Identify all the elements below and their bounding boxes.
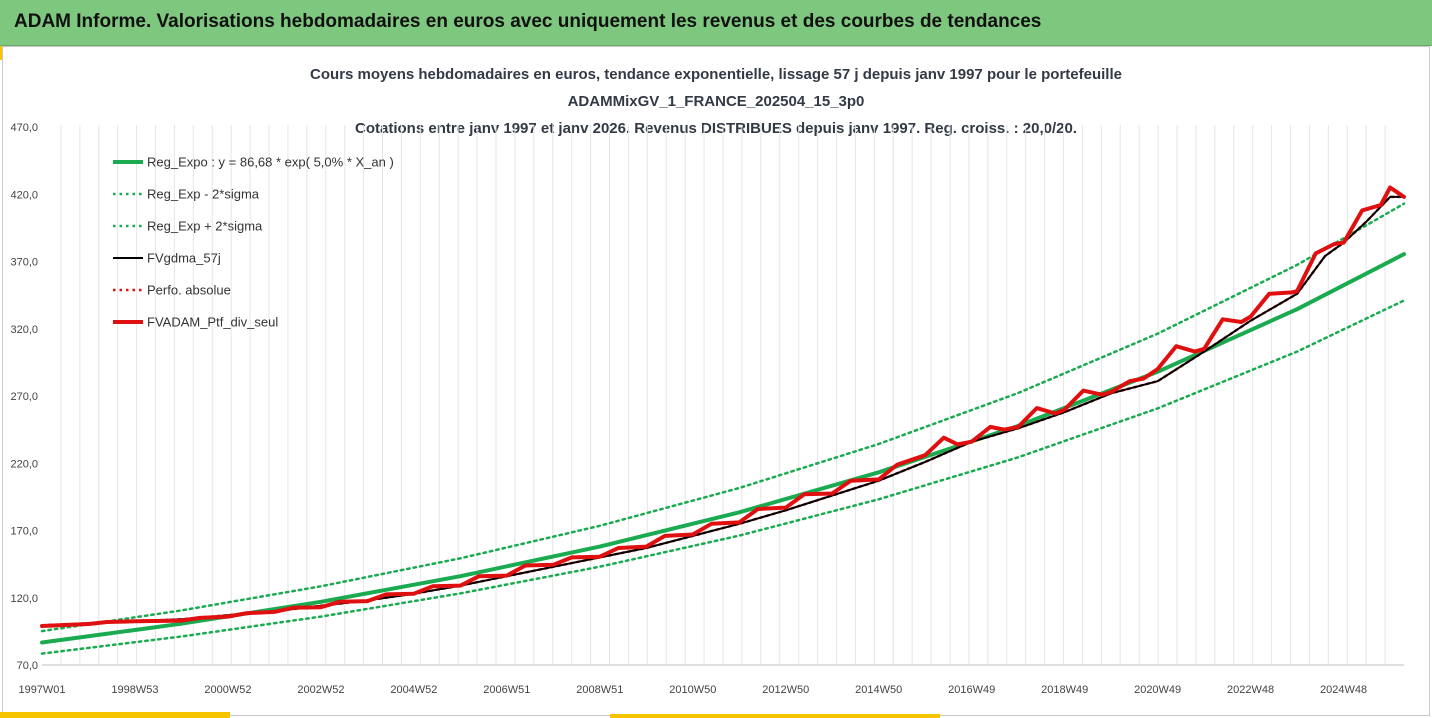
y-tick-label: 170,0 [10, 526, 38, 538]
chart-frame [2, 46, 1430, 716]
series-line-2 [40, 202, 1406, 633]
x-tick-label: 2024W48 [1320, 684, 1367, 696]
x-tick-label: 2016W49 [948, 684, 995, 696]
y-tick-label: 270,0 [10, 391, 38, 403]
chart-title-line-2: ADAMMixGV_1_FRANCE_202504_15_3p0 [567, 93, 865, 110]
y-axis: 70,0 120,0 170,0 220,0 270,0 320,0 370,0 420,0 4… [10, 122, 38, 672]
x-tick-label: 2014W50 [855, 684, 902, 696]
chart-title-line-1: Cours moyens hebdomadaires en euros, ten… [310, 66, 1122, 83]
y-tick-label: 70,0 [17, 660, 38, 672]
report-title: ADAM Informe. Valorisations hebdomadaire… [14, 11, 1042, 32]
x-tick-label: 2000W52 [204, 684, 251, 696]
y-tick-label: 120,0 [10, 593, 38, 605]
x-tick-label: 2004W52 [390, 684, 437, 696]
legend-label: Reg_Exp + 2*sigma [147, 219, 263, 234]
x-tick-label: 2006W51 [483, 684, 530, 696]
x-tick-label: 2022W48 [1227, 684, 1274, 696]
legend-label: Perfo. absolue [147, 283, 231, 298]
accent-bar-bottom-left [0, 712, 230, 718]
legend-label: FVADAM_Ptf_div_seul [147, 315, 278, 330]
legend: Reg_Expo : y = 86,68 * exp( 5,0% * X_an … [113, 155, 394, 330]
y-tick-label: 420,0 [10, 189, 38, 201]
x-tick-label: 1997W01 [18, 684, 65, 696]
legend-label: Reg_Expo : y = 86,68 * exp( 5,0% * X_an … [147, 155, 394, 170]
series-group [40, 185, 1406, 655]
x-tick-label: 2020W49 [1134, 684, 1181, 696]
series-line-5 [40, 185, 1406, 628]
x-tick-label: 2012W50 [762, 684, 809, 696]
series-line-1 [40, 299, 1406, 655]
x-tick-label: 2002W52 [297, 684, 344, 696]
x-tick-label: 2010W50 [669, 684, 716, 696]
x-tick-label: 1998W53 [111, 684, 158, 696]
y-tick-label: 370,0 [10, 257, 38, 269]
y-tick-label: 320,0 [10, 324, 38, 336]
chart-title-line-3: Cotations entre janv 1997 et janv 2026. … [355, 120, 1077, 137]
y-tick-label: 470,0 [10, 122, 38, 134]
legend-label: Reg_Exp - 2*sigma [147, 187, 260, 202]
x-tick-label: 2018W49 [1041, 684, 1088, 696]
legend-label: FVgdma_57j [147, 251, 221, 266]
x-axis: 1997W01 1998W53 2000W52 2002W52 2004W52 2006W… [18, 684, 1367, 696]
report-banner: ADAM Informe. Valorisations hebdomadaire… [0, 0, 1432, 46]
y-tick-label: 220,0 [10, 458, 38, 470]
grid [42, 125, 1404, 666]
x-tick-label: 2008W51 [576, 684, 623, 696]
accent-bar-bottom-mid [610, 714, 940, 718]
